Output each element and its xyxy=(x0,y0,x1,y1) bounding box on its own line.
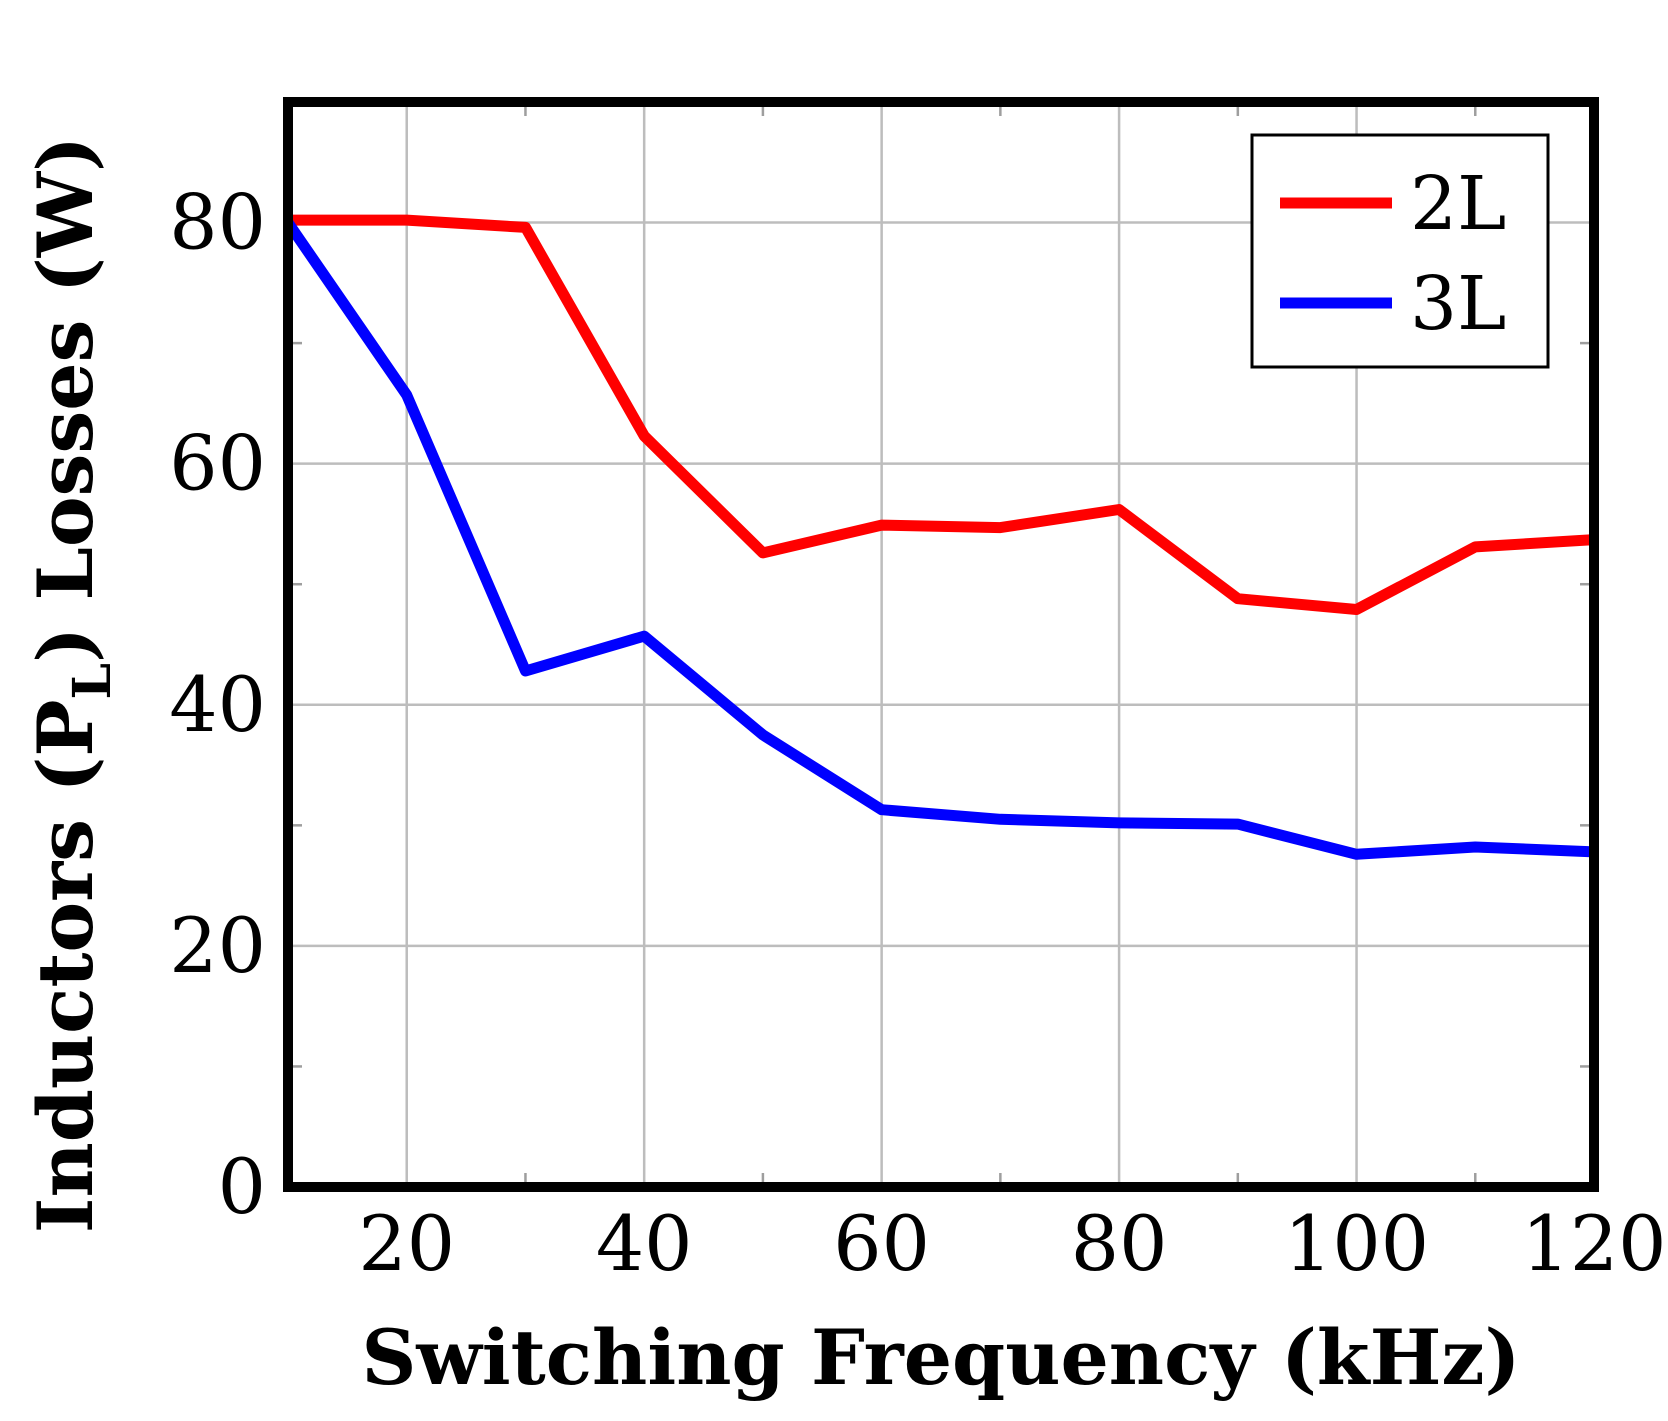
x-tick-label-100: 100 xyxy=(1284,1199,1429,1288)
series-line-3L xyxy=(283,219,1595,860)
series-lines xyxy=(283,214,1595,860)
legend-box xyxy=(1250,133,1550,369)
y-tick-label-0: 0 xyxy=(218,1142,266,1231)
x-axis-tick-labels: 20 40 60 80 100 120 xyxy=(358,1199,1666,1288)
y-axis-title-rest: ) Losses (W) xyxy=(21,136,110,663)
y-tick-label-60: 60 xyxy=(169,419,266,508)
legend-label-2L: 2L xyxy=(1410,161,1506,247)
x-tick-label-120: 120 xyxy=(1521,1199,1666,1288)
y-tick-label-80: 80 xyxy=(169,178,266,267)
x-tick-label-60: 60 xyxy=(833,1199,930,1288)
x-tick-label-40: 40 xyxy=(596,1199,693,1288)
series-line-2L xyxy=(288,214,1595,615)
y-axis-title: Inductors (PL) Losses (W) xyxy=(21,136,123,1233)
y-tick-label-20: 20 xyxy=(169,901,266,990)
y-axis-tick-labels: 0 20 40 60 80 xyxy=(169,178,266,1231)
x-tick-label-80: 80 xyxy=(1071,1199,1168,1288)
plot-area-frame xyxy=(283,97,1599,1192)
x-axis-title: Switching Frequency (kHz) xyxy=(362,1313,1521,1402)
y-axis-title-subscript: L xyxy=(62,663,123,700)
y-axis-title-main: Inductors (P xyxy=(21,699,110,1233)
x-tick-label-20: 20 xyxy=(358,1199,455,1288)
legend-label-3L: 3L xyxy=(1410,261,1506,347)
y-tick-label-40: 40 xyxy=(169,660,266,749)
